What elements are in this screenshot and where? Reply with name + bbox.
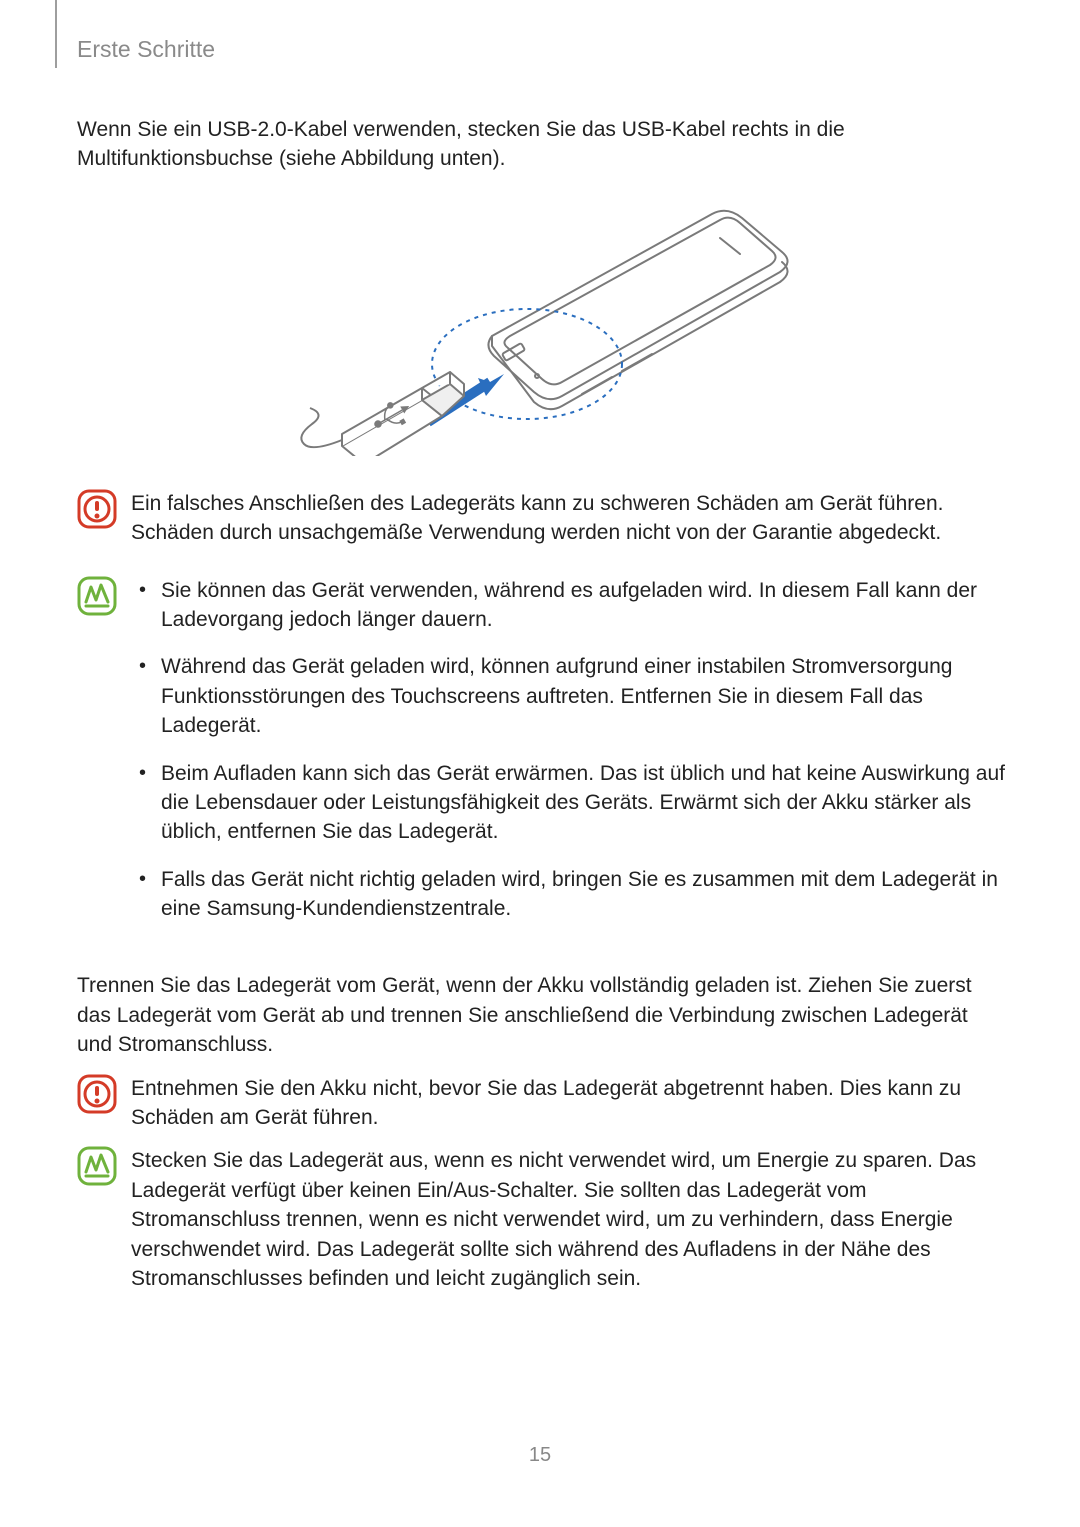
warning-note-2: Entnehmen Sie den Akku nicht, bevor Sie …	[77, 1074, 1007, 1133]
info-note-2: Stecken Sie das Ladegerät aus, wenn es n…	[77, 1146, 1007, 1293]
info-text-1: Sie können das Gerät verwenden, während …	[131, 576, 1007, 942]
usb-figure	[77, 196, 1007, 461]
header-divider	[55, 0, 57, 68]
info-icon	[77, 1146, 117, 1191]
bullet-1: Sie können das Gerät verwenden, während …	[131, 576, 1007, 635]
bullet-3: Beim Aufladen kann sich das Gerät erwärm…	[131, 759, 1007, 847]
page-number: 15	[0, 1444, 1080, 1467]
page-content: Wenn Sie ein USB-2.0-Kabel verwenden, st…	[77, 115, 1007, 1293]
bullet-4: Falls das Gerät nicht richtig geladen wi…	[131, 865, 1007, 924]
header-title: Erste Schritte	[77, 36, 215, 63]
bullet-2: Während das Gerät geladen wird, können a…	[131, 652, 1007, 740]
warning-text-1: Ein falsches Anschließen des Ladegeräts …	[131, 489, 1007, 548]
warning-icon	[77, 489, 117, 534]
warning-icon	[77, 1074, 117, 1119]
info-icon	[77, 576, 117, 621]
warning-note-1: Ein falsches Anschließen des Ladegeräts …	[77, 489, 1007, 548]
disconnect-paragraph: Trennen Sie das Ladegerät vom Gerät, wen…	[77, 971, 1007, 1059]
warning-text-2: Entnehmen Sie den Akku nicht, bevor Sie …	[131, 1074, 1007, 1133]
intro-paragraph: Wenn Sie ein USB-2.0-Kabel verwenden, st…	[77, 115, 1007, 174]
info-text-2: Stecken Sie das Ladegerät aus, wenn es n…	[131, 1146, 1007, 1293]
info-note-1: Sie können das Gerät verwenden, während …	[77, 576, 1007, 942]
